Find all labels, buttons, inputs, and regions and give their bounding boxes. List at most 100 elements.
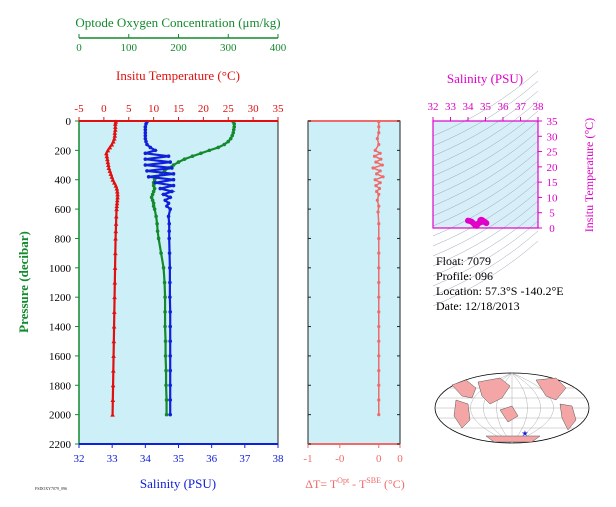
isopycnal-line (432, 240, 539, 307)
temperature-point (107, 168, 113, 173)
temperature-point (112, 294, 117, 300)
temperature-point (109, 142, 115, 147)
oxygen-point (163, 339, 168, 344)
salinity-point (143, 133, 148, 138)
oxygen-point (152, 177, 157, 182)
salinity-point (167, 251, 172, 255)
temperature-point (115, 197, 120, 203)
salinity-point (168, 324, 173, 329)
temperature-point (111, 139, 116, 144)
isopycnal-line (432, 170, 539, 237)
delta-point (377, 339, 381, 343)
delta-point (378, 181, 382, 185)
salinity-point (167, 229, 172, 233)
oxygen-point (232, 122, 237, 126)
isopycnal-line (432, 110, 539, 177)
oxygen-point (228, 136, 233, 141)
salinity-point (168, 383, 173, 388)
temperature-tick-label: 0 (101, 103, 107, 115)
oxygen-point (152, 207, 157, 211)
salinity-point (168, 207, 173, 211)
salinity-point (168, 266, 172, 270)
temperature-point (114, 203, 120, 209)
temperature-point (110, 177, 116, 182)
float-location-marker: ★ (521, 429, 528, 438)
oxygen-point (190, 154, 195, 159)
ts-ytick-label: 0 (549, 223, 555, 235)
temperature-point (106, 162, 111, 168)
ts-xtick-label: 35 (480, 101, 492, 113)
salinity-tick-label: 38 (273, 453, 285, 465)
oxygen-point (149, 195, 154, 200)
oxygen-point (171, 163, 176, 167)
delta-point (375, 137, 379, 141)
oxygen-point (155, 221, 159, 226)
temperature-point (110, 412, 115, 417)
pressure-tick-label: 2000 (49, 410, 72, 422)
delta-plot-area (308, 121, 400, 444)
delta-axis-label: ΔT= TOpt - TSBE (°C) (305, 476, 405, 491)
delta-point (375, 189, 379, 194)
isopycnal-line (432, 190, 539, 257)
ts-ytick-label: 20 (547, 162, 559, 174)
isopycnal-line (432, 100, 539, 167)
isopycnal-line (432, 210, 539, 277)
salinity-point (143, 136, 148, 141)
salinity-point (168, 195, 173, 200)
profile-number: Profile: 096 (436, 269, 493, 283)
footnote: FSDOXY7079_096 (35, 486, 67, 491)
salinity-axis-label: Salinity (PSU) (140, 476, 216, 491)
map-landmass (535, 377, 567, 401)
salinity-tick-label: 32 (74, 453, 85, 465)
salinity-point (153, 180, 158, 185)
oxygen-point (222, 142, 227, 147)
oxygen-point (164, 368, 168, 373)
pressure-tick-label: 600 (55, 204, 72, 216)
world-map: ★ (434, 372, 590, 444)
temperature-axis-label: Insitu Temperature (°C) (116, 68, 240, 83)
pressure-tick-label: 1600 (49, 351, 72, 363)
isopycnal-line (432, 80, 539, 147)
delta-point (377, 280, 381, 285)
delta-point (375, 172, 379, 176)
salinity-point (145, 169, 149, 173)
oxygen-axis-label: Optode Oxygen Concentration (μm/kg) (75, 15, 280, 30)
oxygen-point (155, 229, 160, 233)
temperature-point (111, 338, 117, 344)
salinity-point (163, 198, 168, 203)
isopycnal-line (432, 180, 539, 247)
temperature-point (107, 145, 113, 150)
delta-point (377, 131, 381, 135)
temperature-tick-label: 20 (198, 103, 210, 115)
oxygen-point (216, 145, 221, 150)
isopycnal-line (432, 90, 539, 157)
salinity-point (143, 130, 148, 135)
temperature-point (113, 221, 119, 226)
delta-tick-label: 0 (376, 453, 382, 465)
temperature-point (113, 228, 119, 234)
salinity-point (143, 163, 148, 167)
delta-point (374, 184, 378, 188)
temperature-point (104, 153, 110, 159)
temperature-point (109, 174, 115, 179)
pressure-tick-label: 1800 (49, 380, 72, 392)
temperature-point (105, 156, 110, 162)
oxygen-tick-label: 0 (76, 42, 82, 54)
temperature-tick-label: 5 (126, 103, 132, 115)
delta-point (377, 251, 381, 255)
ts-xtick-label: 32 (428, 101, 439, 113)
temperature-point (112, 180, 117, 185)
temperature-point (112, 280, 118, 285)
isopycnal-line (432, 200, 539, 267)
oxygen-point (199, 151, 203, 156)
pressure-tick-label: 1400 (49, 322, 72, 334)
salinity-point (167, 221, 172, 226)
salinity-point (168, 368, 173, 373)
ts-xtick-label: 33 (445, 101, 457, 113)
temperature-point (108, 171, 114, 176)
temperature-point (113, 236, 118, 241)
oxygen-point (176, 160, 181, 164)
temperature-tick-label: -5 (74, 103, 84, 115)
ts-ytick-label: 15 (547, 177, 559, 189)
